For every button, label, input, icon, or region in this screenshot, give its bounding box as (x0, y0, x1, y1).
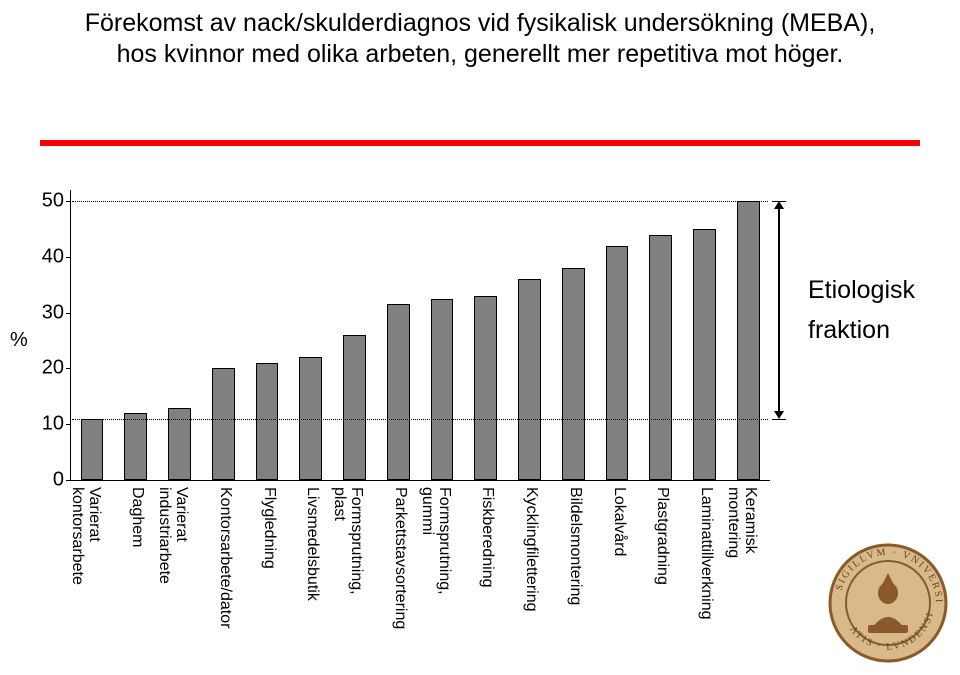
y-axis-line (70, 190, 71, 480)
bar (518, 279, 541, 480)
category-label: Keramisk montering (724, 487, 758, 558)
category-label: Formsprutning, plast (330, 487, 364, 595)
bar (474, 296, 497, 480)
category-label: Fiskberedning (478, 487, 495, 588)
bar (124, 413, 147, 480)
arrow-cap (772, 201, 786, 202)
category-label: Varierat kontorsarbete (68, 487, 102, 585)
y-tick-label: 0 (53, 469, 64, 492)
category-label: Lokalvård (610, 487, 627, 556)
y-tick-label: 20 (42, 357, 64, 380)
category-label: Varierat industriarbete (155, 487, 189, 584)
bar (431, 299, 454, 480)
bar (693, 229, 716, 480)
y-tick-label: 40 (42, 245, 64, 268)
arrow-head-down-icon (774, 411, 784, 419)
bar (606, 246, 629, 480)
bar (212, 368, 235, 480)
y-tick-label: 30 (42, 301, 64, 324)
bar (387, 304, 410, 480)
reference-line (72, 201, 768, 202)
bar (737, 201, 760, 480)
university-seal-icon: SIGILLVM · VNIVERSIT ATIS · LVNDENSIS (828, 543, 948, 663)
bar (562, 268, 585, 480)
divider-rule (40, 140, 920, 146)
y-tick-label: 10 (42, 413, 64, 436)
category-label: Flygledning (260, 487, 277, 569)
category-label: Formsprutning, gummi (418, 487, 452, 595)
x-axis-line (70, 480, 770, 481)
category-label: Parkettstavsortering (391, 487, 408, 629)
page-title: Förekomst av nack/skulderdiagnos vid fys… (0, 8, 960, 71)
bar (649, 235, 672, 480)
arrow-head-up-icon (774, 201, 784, 209)
bar-chart: 01020304050%Varierat kontorsarbeteDaghem… (30, 190, 770, 480)
category-label: Laminattillverkning (697, 487, 714, 620)
y-axis-title: % (10, 329, 28, 352)
range-arrow (778, 207, 780, 413)
category-label: Plastgradning (653, 487, 670, 585)
bar (81, 419, 104, 480)
category-label: Kycklingfilettering (522, 487, 539, 612)
category-label: Livsmedelsbutik (303, 487, 320, 601)
reference-line (72, 419, 768, 420)
category-label: Bildelsmontering (566, 487, 583, 605)
bar (256, 363, 279, 480)
arrow-cap (772, 419, 786, 420)
y-tick-label: 50 (42, 190, 64, 213)
bar (343, 335, 366, 480)
category-label: Daghem (128, 487, 145, 547)
category-label: Kontorsarbete/dator (216, 487, 233, 628)
annotation-label: Etiologisk fraktion (808, 270, 915, 350)
